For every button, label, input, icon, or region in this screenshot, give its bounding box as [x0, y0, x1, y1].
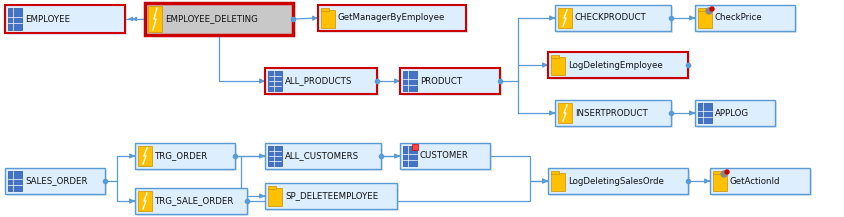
FancyBboxPatch shape: [555, 5, 670, 31]
FancyBboxPatch shape: [402, 145, 491, 171]
FancyBboxPatch shape: [8, 8, 22, 30]
FancyBboxPatch shape: [135, 188, 246, 214]
FancyBboxPatch shape: [321, 10, 334, 28]
Text: TRG_SALE_ORDER: TRG_SALE_ORDER: [154, 197, 234, 205]
FancyBboxPatch shape: [137, 145, 236, 171]
FancyBboxPatch shape: [8, 171, 22, 191]
FancyBboxPatch shape: [268, 188, 282, 206]
Circle shape: [706, 8, 711, 14]
FancyBboxPatch shape: [7, 170, 107, 196]
Text: GetManagerByEmployee: GetManagerByEmployee: [338, 13, 445, 23]
FancyBboxPatch shape: [556, 102, 672, 128]
FancyBboxPatch shape: [556, 7, 672, 33]
FancyBboxPatch shape: [145, 3, 293, 35]
FancyBboxPatch shape: [265, 68, 376, 94]
FancyBboxPatch shape: [138, 191, 152, 211]
FancyBboxPatch shape: [267, 145, 382, 171]
FancyBboxPatch shape: [403, 146, 416, 166]
FancyBboxPatch shape: [697, 103, 711, 123]
FancyBboxPatch shape: [550, 173, 565, 191]
FancyBboxPatch shape: [696, 102, 776, 128]
Text: GetActionId: GetActionId: [729, 176, 780, 186]
Circle shape: [720, 171, 726, 177]
FancyBboxPatch shape: [549, 54, 690, 80]
FancyBboxPatch shape: [548, 168, 687, 194]
FancyBboxPatch shape: [402, 70, 501, 96]
Text: CHECKPRODUCT: CHECKPRODUCT: [574, 13, 646, 23]
Text: CheckPrice: CheckPrice: [714, 13, 762, 23]
Text: PRODUCT: PRODUCT: [419, 77, 462, 85]
FancyBboxPatch shape: [5, 5, 125, 33]
Text: ALL_PRODUCTS: ALL_PRODUCTS: [284, 77, 352, 85]
FancyBboxPatch shape: [7, 7, 127, 35]
FancyBboxPatch shape: [550, 171, 559, 174]
FancyBboxPatch shape: [694, 100, 774, 126]
FancyBboxPatch shape: [268, 71, 282, 91]
Text: LogDeletingSalesOrde: LogDeletingSalesOrde: [567, 176, 663, 186]
FancyBboxPatch shape: [550, 57, 565, 75]
FancyBboxPatch shape: [403, 71, 416, 91]
FancyBboxPatch shape: [696, 7, 796, 33]
Text: INSERTPRODUCT: INSERTPRODUCT: [574, 108, 647, 117]
FancyBboxPatch shape: [557, 103, 571, 123]
FancyBboxPatch shape: [320, 7, 468, 33]
FancyBboxPatch shape: [709, 168, 809, 194]
FancyBboxPatch shape: [555, 100, 670, 126]
FancyBboxPatch shape: [697, 10, 711, 28]
Text: APPLOG: APPLOG: [714, 108, 749, 117]
FancyBboxPatch shape: [399, 68, 500, 94]
FancyBboxPatch shape: [712, 171, 721, 174]
Text: TRG_ORDER: TRG_ORDER: [154, 151, 208, 161]
FancyBboxPatch shape: [267, 70, 379, 96]
FancyBboxPatch shape: [268, 146, 282, 166]
Text: ALL_CUSTOMERS: ALL_CUSTOMERS: [284, 151, 359, 161]
Circle shape: [724, 170, 728, 174]
FancyBboxPatch shape: [317, 5, 465, 31]
FancyBboxPatch shape: [711, 170, 811, 196]
FancyBboxPatch shape: [321, 8, 329, 11]
FancyBboxPatch shape: [147, 5, 295, 37]
FancyBboxPatch shape: [557, 8, 571, 28]
FancyBboxPatch shape: [148, 6, 162, 32]
FancyBboxPatch shape: [138, 146, 152, 166]
FancyBboxPatch shape: [5, 168, 105, 194]
FancyBboxPatch shape: [135, 143, 235, 169]
Circle shape: [709, 7, 713, 11]
FancyBboxPatch shape: [265, 183, 397, 209]
FancyBboxPatch shape: [550, 55, 559, 58]
FancyBboxPatch shape: [265, 143, 381, 169]
FancyBboxPatch shape: [548, 52, 687, 78]
FancyBboxPatch shape: [399, 143, 490, 169]
FancyBboxPatch shape: [137, 190, 249, 216]
FancyBboxPatch shape: [712, 173, 726, 191]
Text: SP_DELETEEMPLOYEE: SP_DELETEEMPLOYEE: [284, 191, 378, 201]
Text: EMPLOYEE: EMPLOYEE: [25, 15, 70, 23]
FancyBboxPatch shape: [412, 144, 418, 150]
Text: EMPLOYEE_DELETING: EMPLOYEE_DELETING: [165, 15, 257, 23]
Text: SALES_ORDER: SALES_ORDER: [25, 176, 88, 186]
Text: CUSTOMER: CUSTOMER: [419, 151, 468, 161]
FancyBboxPatch shape: [549, 170, 690, 196]
FancyBboxPatch shape: [268, 186, 276, 189]
FancyBboxPatch shape: [267, 185, 398, 211]
FancyBboxPatch shape: [697, 8, 706, 11]
FancyBboxPatch shape: [694, 5, 794, 31]
Text: LogDeletingEmployee: LogDeletingEmployee: [567, 61, 662, 69]
